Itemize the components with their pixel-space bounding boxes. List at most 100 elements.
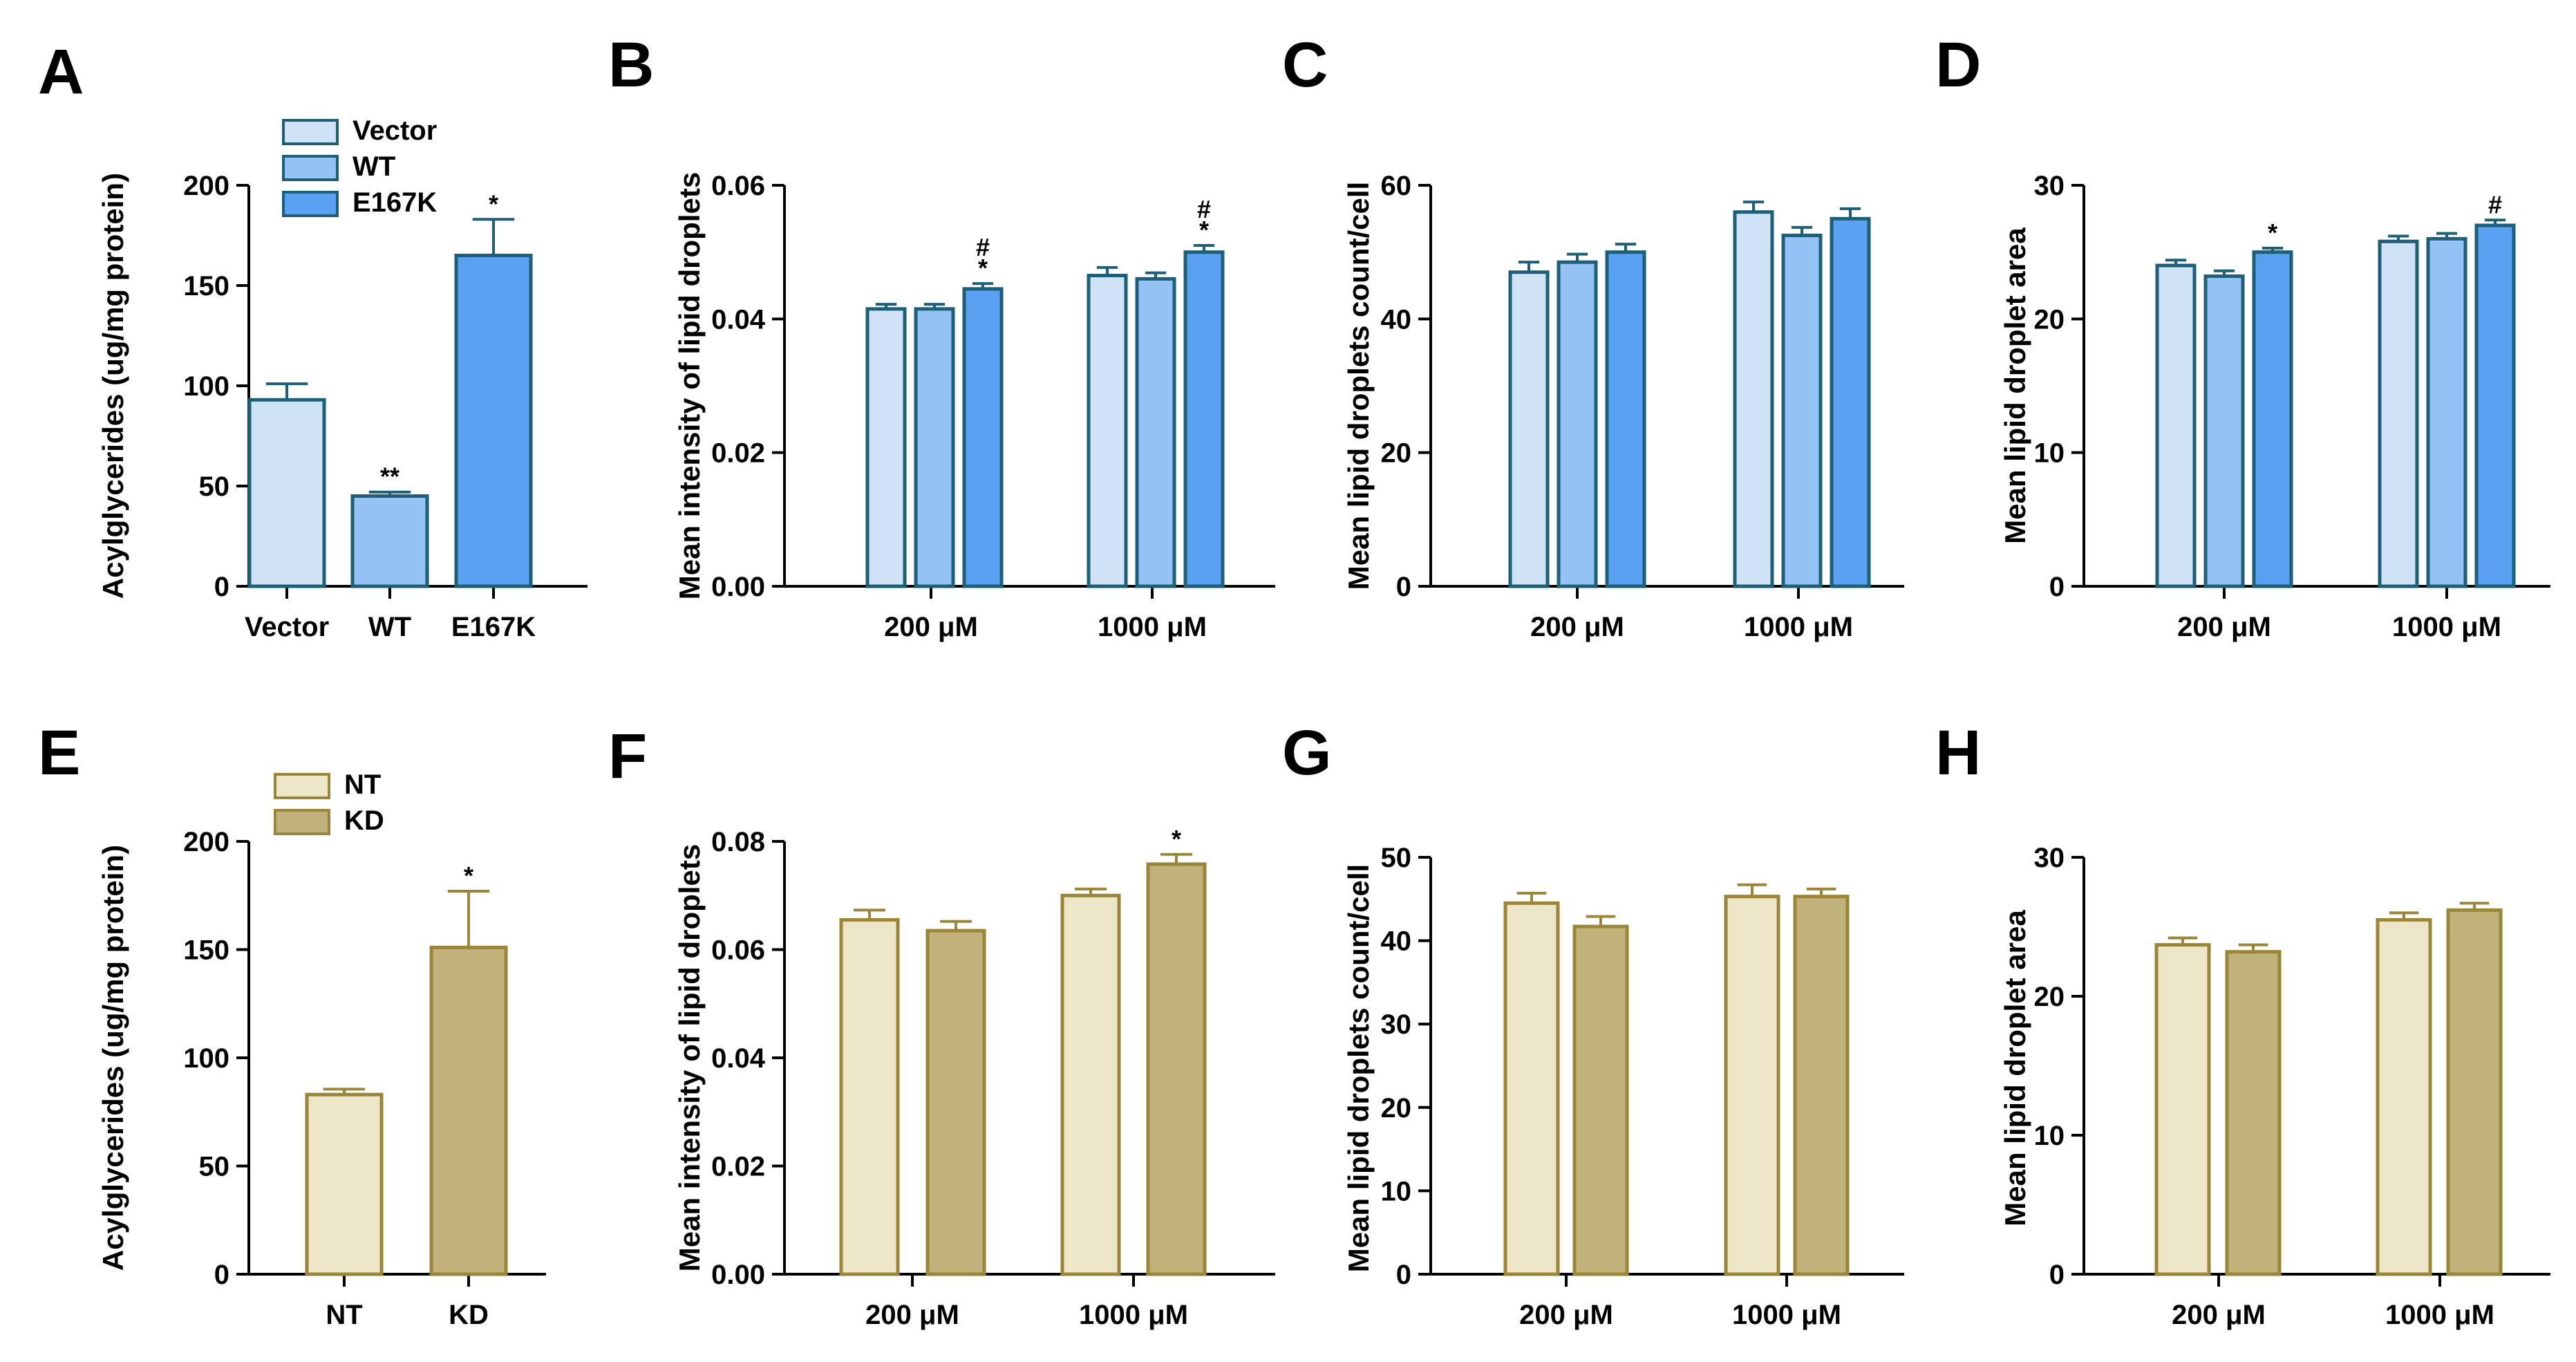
y-tick-label: 50 xyxy=(1381,843,1412,873)
bar xyxy=(2154,943,2211,1276)
bar xyxy=(1793,895,1850,1276)
legend-swatch xyxy=(282,119,339,145)
bar xyxy=(2446,908,2503,1276)
chart-panel-h: H Mean lipid droplet area 0 10 20 30 200 μM 100… xyxy=(1935,718,2550,1330)
y-tick-label: 0.04 xyxy=(711,304,766,335)
x-tick-label: 1000 μM xyxy=(2385,1300,2494,1330)
x-tick-label: 200 μM xyxy=(2177,612,2271,642)
bar xyxy=(925,929,986,1276)
bar xyxy=(2203,274,2245,588)
y-tick-label: 20 xyxy=(1381,1093,1412,1123)
bar xyxy=(1733,210,1774,588)
panel-letter: H xyxy=(1935,718,1981,788)
bar xyxy=(865,307,907,588)
legend-label: NT xyxy=(344,769,381,800)
significance-label: ** xyxy=(380,463,399,491)
y-tick-label: 50 xyxy=(199,472,230,502)
panel-letter: E xyxy=(38,718,80,788)
y-tick-label: 20 xyxy=(2034,982,2065,1012)
legend-swatch xyxy=(274,773,330,799)
significance-label: * xyxy=(1199,216,1209,244)
bar xyxy=(2426,236,2467,588)
x-tick-label: 200 μM xyxy=(1530,612,1624,642)
y-tick-label: 0 xyxy=(1396,1260,1411,1290)
y-tick-label: 0.02 xyxy=(711,438,765,469)
y-axis-label: Mean lipid droplet area xyxy=(1999,227,2031,544)
y-tick-label: 0.02 xyxy=(711,1152,765,1182)
bar xyxy=(2252,250,2293,588)
chart-panel-e: E Acylglycerides (ug/mg protein) 0 50 100 150… xyxy=(38,718,546,1330)
y-tick-label: 60 xyxy=(1381,171,1412,201)
x-tick-label: E167K xyxy=(451,612,536,642)
significance-label: * xyxy=(2268,218,2277,247)
y-tick-label: 100 xyxy=(183,371,229,402)
panel-letter: D xyxy=(1935,30,1981,100)
y-tick-label: 0 xyxy=(2049,1260,2065,1290)
bar xyxy=(1781,234,1823,588)
bar xyxy=(454,254,533,588)
y-tick-label: 0 xyxy=(2049,572,2065,602)
bar xyxy=(1183,250,1225,588)
chart-panel-a: A Acylglycerides (ug/mg protein) 0 50 100 150… xyxy=(38,37,587,642)
y-tick-label: 0.06 xyxy=(711,935,765,966)
chart-panel-d: D Mean lipid droplet area 0 10 20 30 200 μM * 10… xyxy=(1935,30,2550,642)
panel-letter: G xyxy=(1282,718,1332,788)
significance-label: # xyxy=(976,233,990,261)
y-axis-label: Mean lipid droplets count/cell xyxy=(1342,864,1375,1272)
y-axis-label: Mean intensity of lipid droplets xyxy=(673,844,706,1271)
bar xyxy=(914,307,955,588)
y-tick-label: 30 xyxy=(2034,171,2065,201)
y-tick-label: 0 xyxy=(214,572,229,602)
y-tick-label: 10 xyxy=(2034,438,2065,469)
legend-swatch xyxy=(274,809,330,835)
bar xyxy=(1508,270,1550,588)
y-tick-label: 0.06 xyxy=(711,171,765,201)
y-tick-label: 50 xyxy=(199,1152,230,1182)
bar xyxy=(2376,917,2432,1276)
y-tick-label: 150 xyxy=(183,271,229,301)
bar xyxy=(1135,277,1176,588)
legend-label: KD xyxy=(344,805,384,836)
y-tick-label: 0.00 xyxy=(711,1260,765,1290)
y-tick-label: 20 xyxy=(1381,438,1412,469)
bar xyxy=(1830,216,1871,588)
bar xyxy=(1503,901,1560,1276)
y-tick-label: 30 xyxy=(2034,843,2065,873)
x-tick-label: 1000 μM xyxy=(1098,612,1207,642)
bar xyxy=(305,1092,384,1276)
significance-label: * xyxy=(464,861,473,890)
significance-label: # xyxy=(1197,195,1211,223)
panel-letter: A xyxy=(38,37,84,107)
chart-panel-c: C Mean lipid droplets count/cell 0 20 40 60 20… xyxy=(1282,30,1904,642)
bar xyxy=(429,945,508,1276)
legend-swatch xyxy=(282,155,339,181)
bar xyxy=(2378,239,2419,588)
bar xyxy=(2474,223,2516,588)
x-tick-label: WT xyxy=(368,612,411,642)
y-tick-label: 0.04 xyxy=(711,1043,766,1074)
bar xyxy=(1060,893,1121,1276)
y-tick-label: 150 xyxy=(183,935,229,966)
x-tick-label: 200 μM xyxy=(865,1300,959,1330)
y-tick-label: 0.00 xyxy=(711,572,765,602)
bar xyxy=(1146,862,1207,1276)
y-axis-label: Acylglycerides (ug/mg protein) xyxy=(97,845,129,1271)
legend: Vector WT E167K xyxy=(282,115,437,218)
x-tick-label: 200 μM xyxy=(2172,1300,2266,1330)
legend-label: E167K xyxy=(352,187,437,218)
y-tick-label: 100 xyxy=(183,1043,229,1074)
bar xyxy=(962,287,1004,588)
bar xyxy=(1572,924,1629,1276)
x-tick-label: 200 μM xyxy=(1519,1300,1613,1330)
y-tick-label: 10 xyxy=(1381,1176,1412,1206)
bar xyxy=(1605,250,1646,588)
bar xyxy=(247,398,326,588)
y-tick-label: 30 xyxy=(1381,1009,1412,1040)
x-tick-label: 1000 μM xyxy=(2392,612,2501,642)
bar xyxy=(2155,263,2197,588)
bar xyxy=(2225,950,2282,1276)
bar xyxy=(1087,274,1128,588)
panel-letter: F xyxy=(608,721,647,792)
